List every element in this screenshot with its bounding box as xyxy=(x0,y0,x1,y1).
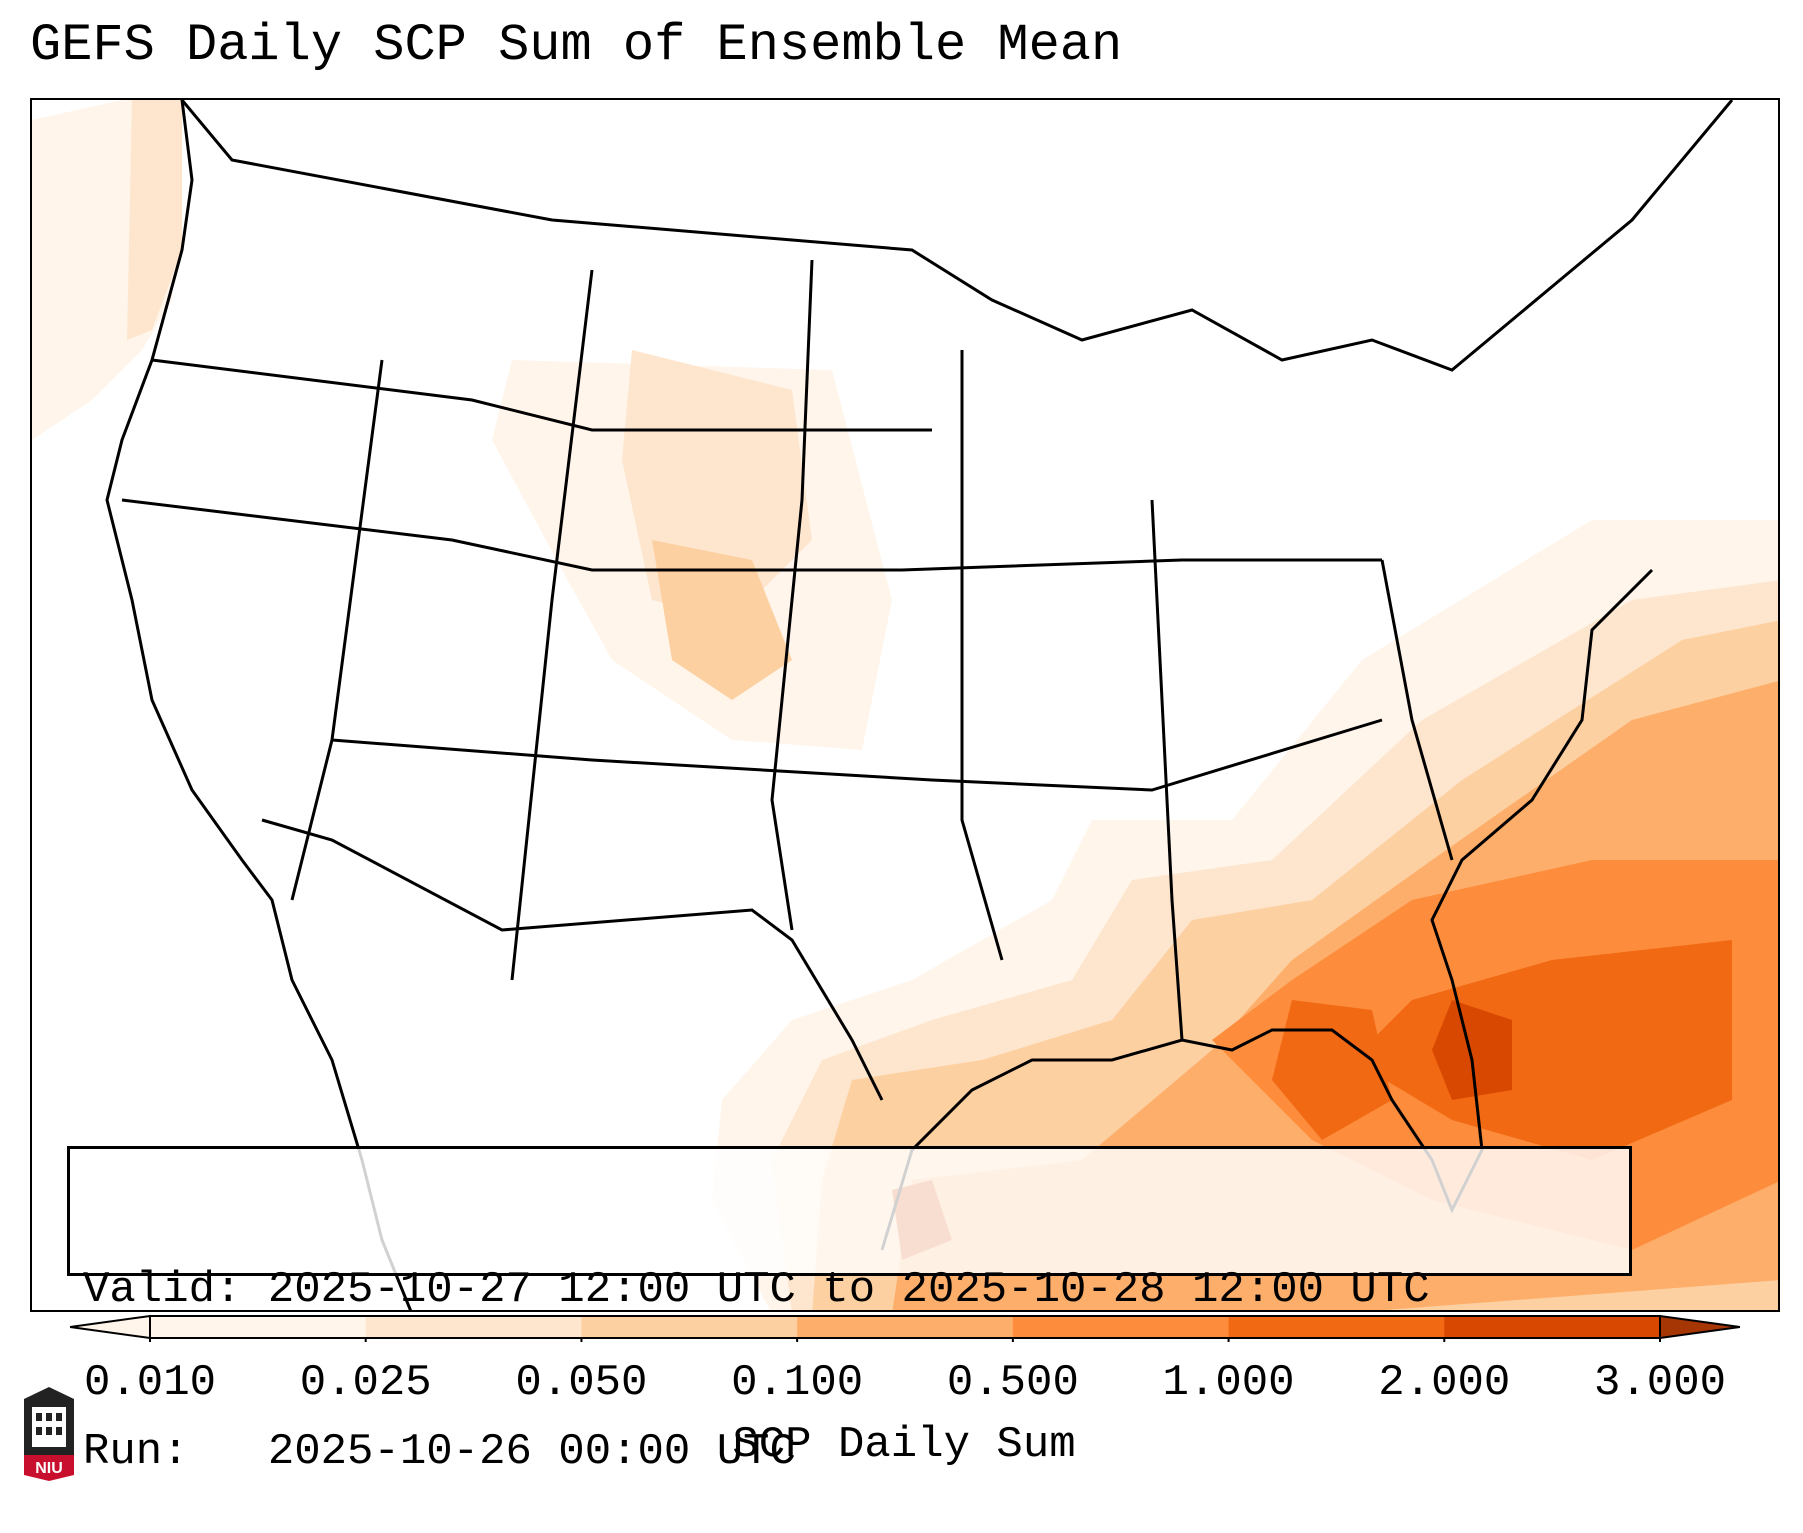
colorbar-segment xyxy=(1228,1316,1445,1338)
border-canada xyxy=(180,100,1734,372)
run-line: Run: 2025-10-26 00:00 UTC xyxy=(83,1425,1629,1479)
colorbar-tick-label: 2.000 xyxy=(1378,1358,1511,1408)
colorbar-tick-label: 0.100 xyxy=(731,1358,864,1408)
colorbar xyxy=(70,1314,1740,1342)
state-line-6 xyxy=(960,350,1004,961)
map-svg xyxy=(32,100,1778,1310)
state-line-1 xyxy=(151,358,932,432)
info-box: Valid: 2025-10-27 12:00 UTC to 2025-10-2… xyxy=(67,1146,1632,1477)
colorbar-segment xyxy=(365,1316,582,1338)
colorbar-tick-label: 0.500 xyxy=(946,1358,1079,1408)
map-borders xyxy=(105,100,1734,1310)
state-line-7 xyxy=(1150,499,1184,1041)
niu-logo-icon: NIU xyxy=(24,1387,74,1481)
colorbar-tick-label: 0.010 xyxy=(83,1358,217,1408)
border-mexico xyxy=(261,818,884,1101)
state-line-5 xyxy=(770,259,814,931)
colorbar-tick-label: 0.025 xyxy=(299,1358,432,1408)
state-line-8 xyxy=(290,359,384,901)
colorbar-extend-low xyxy=(70,1314,151,1340)
colorbar-segment xyxy=(1444,1316,1661,1338)
valid-line: Valid: 2025-10-27 12:00 UTC to 2025-10-2… xyxy=(83,1263,1629,1317)
scp-area-peak xyxy=(1432,1000,1512,1100)
state-line-9 xyxy=(1380,559,1454,861)
state-line-3 xyxy=(331,718,1383,792)
scp-area-florida xyxy=(1272,1000,1392,1140)
colorbar-border xyxy=(149,1315,1661,1339)
logo-text: NIU xyxy=(35,1460,63,1477)
colorbar-segment xyxy=(797,1316,1014,1338)
scp-area-southeast-6 xyxy=(1352,940,1732,1160)
coastline-southeast xyxy=(880,568,1654,1251)
page-title: GEFS Daily SCP Sum of Ensemble Mean xyxy=(30,16,1123,75)
state-line-4 xyxy=(510,269,594,981)
colorbar-tick-label: 1.000 xyxy=(1162,1358,1295,1408)
valid-value: 2025-10-27 12:00 UTC to 2025-10-28 12:00… xyxy=(267,1265,1430,1315)
run-label: Run: xyxy=(83,1427,189,1477)
scp-area-plains-3 xyxy=(652,540,792,700)
colorbar-tick-label: 0.050 xyxy=(515,1358,648,1408)
scp-area-pacific-2 xyxy=(127,100,182,340)
coastline-west xyxy=(105,100,412,1310)
valid-label: Valid: xyxy=(83,1265,242,1315)
run-value: 2025-10-26 00:00 UTC xyxy=(267,1427,796,1477)
colorbar-extend-high xyxy=(1659,1314,1740,1340)
scp-field xyxy=(32,100,1778,1310)
map-panel xyxy=(30,98,1780,1312)
logo-banner xyxy=(24,1455,74,1481)
colorbar-label: SCP Daily Sum xyxy=(732,1420,1076,1470)
colorbar-segment xyxy=(581,1316,798,1338)
colorbar-tick-label: 3.000 xyxy=(1593,1358,1727,1408)
colorbar-segment xyxy=(150,1316,367,1338)
colorbar-segment xyxy=(1012,1316,1230,1338)
state-line-2 xyxy=(121,498,1382,572)
